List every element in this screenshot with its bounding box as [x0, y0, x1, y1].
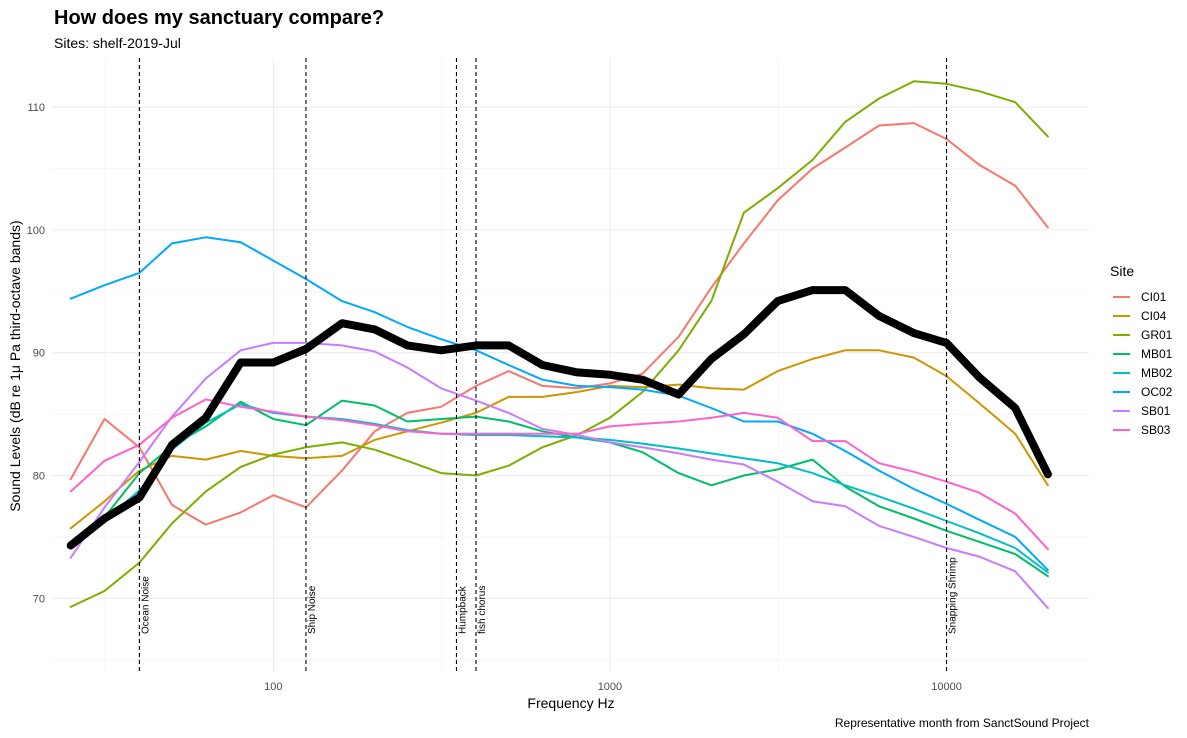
legend-label: MB02	[1141, 366, 1173, 380]
y-tick-label: 70	[33, 593, 45, 605]
series-line-ci01	[69, 122, 1049, 526]
x-tick-label: 1000	[598, 681, 622, 693]
x-axis-ticks: 100 1000 10000	[264, 681, 962, 693]
legend: Site CI01 CI04 GR01 MB01 MB02 OC02 SB01 SB03	[1110, 263, 1173, 437]
y-tick-label: 90	[33, 348, 45, 360]
legend-label: SB03	[1141, 423, 1171, 437]
series-line-mb01	[69, 399, 1049, 578]
reference-line-label: Ship Noise	[307, 585, 318, 634]
chart-title: How does my sanctuary compare?	[54, 7, 384, 29]
grid	[52, 58, 1089, 672]
chart-subtitle: Sites: shelf-2019-Jul	[54, 35, 181, 51]
reference-line-label: fish chorus	[477, 586, 488, 634]
x-axis-title: Frequency Hz	[527, 695, 614, 711]
series-layer	[69, 80, 1049, 610]
y-tick-label: 110	[27, 102, 45, 114]
reference-line-label: Ocean Noise	[140, 576, 151, 634]
chart-caption: Representative month from SanctSound Pro…	[835, 716, 1090, 730]
reference-line-label: Snapping Shrimp	[948, 557, 959, 634]
y-axis-title: Sound Levels (dB re 1μ Pa third-octave b…	[7, 220, 23, 511]
legend-label: OC02	[1141, 385, 1173, 399]
series-line-ci04	[69, 349, 1049, 530]
series-line-mb02	[69, 403, 1049, 574]
highlight-line	[66, 286, 1052, 550]
series-line-gr01	[69, 80, 1049, 608]
legend-label: CI04	[1141, 309, 1167, 323]
legend-label: MB01	[1141, 347, 1173, 361]
series-line-sb03	[69, 398, 1049, 551]
series-line-sb01	[69, 341, 1049, 610]
reference-line-label: Humpback	[458, 585, 469, 634]
y-tick-label: 80	[33, 471, 45, 483]
y-tick-label: 100	[27, 225, 45, 237]
reference-lines: Ocean Noise Ship Noise Humpback fish chorus…	[138, 58, 959, 672]
highlight-layer	[66, 286, 1052, 550]
series-line-oc02	[69, 236, 1049, 572]
x-tick-label: 100	[264, 681, 282, 693]
legend-title: Site	[1110, 263, 1134, 279]
y-axis-ticks: 70 80 90 100 110	[27, 102, 45, 605]
x-tick-label: 10000	[931, 681, 962, 693]
legend-label: GR01	[1141, 328, 1173, 342]
legend-label: SB01	[1141, 404, 1171, 418]
legend-label: CI01	[1141, 290, 1167, 304]
